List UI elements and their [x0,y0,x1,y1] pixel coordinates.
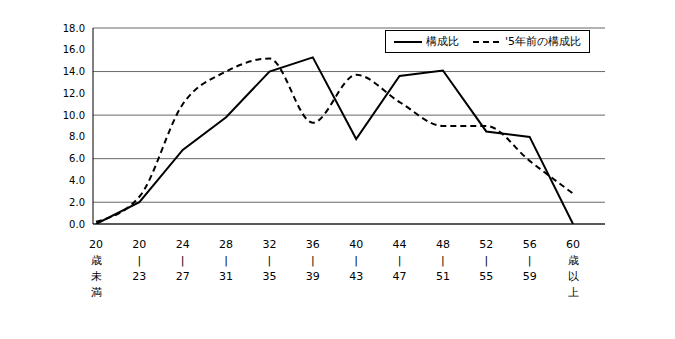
svg-text:4.0: 4.0 [69,175,85,186]
svg-text:20|23: 20|23 [132,238,146,283]
svg-text:20歳未満: 20歳未満 [89,238,103,299]
svg-text:16.0: 16.0 [63,44,85,55]
svg-text:2.0: 2.0 [69,197,85,208]
svg-text:28|31: 28|31 [219,238,233,283]
svg-text:36|39: 36|39 [306,238,320,283]
svg-text:18.0: 18.0 [63,23,85,34]
svg-text:24|27: 24|27 [176,238,190,283]
svg-text:0.0: 0.0 [69,219,85,230]
svg-text:52|55: 52|55 [479,238,493,283]
svg-text:48|51: 48|51 [436,238,450,283]
html-text:構成比: 構成比 [426,35,459,48]
svg-text:10.0: 10.0 [63,110,85,121]
svg-text:14.0: 14.0 [63,66,85,77]
svg-text:32|35: 32|35 [262,238,276,283]
svg-text:44|47: 44|47 [393,238,407,283]
svg-text:8.0: 8.0 [69,131,85,142]
svg-text:60歳以上: 60歳以上 [566,238,580,299]
svg-text:12.0: 12.0 [63,88,85,99]
html-text:'5年前の構成比: '5年前の構成比 [505,35,581,48]
svg-text:40|43: 40|43 [349,238,363,283]
svg-text:6.0: 6.0 [69,153,85,164]
svg-text:56|59: 56|59 [523,238,537,283]
